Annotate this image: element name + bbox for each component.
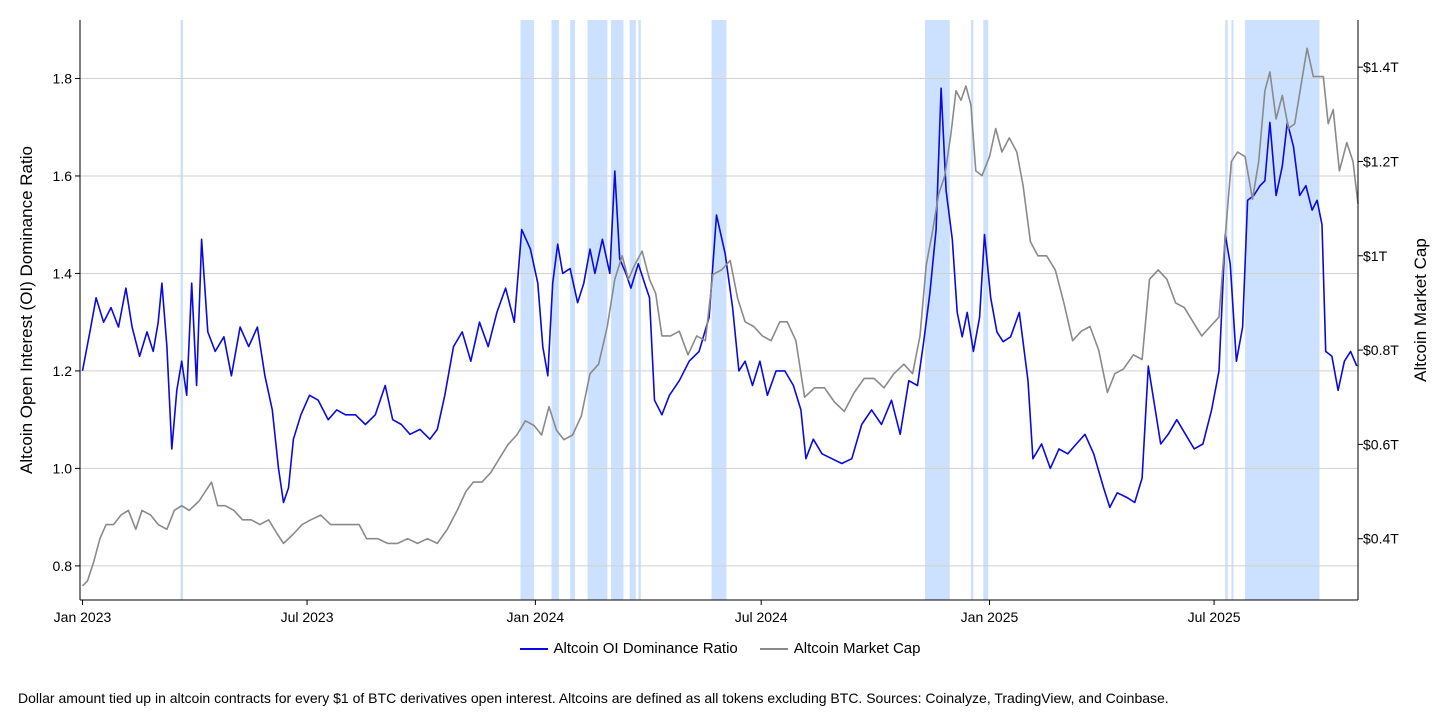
highlight-band: [520, 20, 535, 600]
x-tick-label: Jan 2024: [507, 609, 565, 625]
legend-label-oi-ratio: Altcoin OI Dominance Ratio: [553, 640, 738, 657]
highlight-band: [1225, 20, 1228, 600]
legend: Altcoin OI Dominance Ratio Altcoin Marke…: [0, 640, 1440, 657]
legend-swatch-oi-ratio: [519, 647, 548, 650]
right-tick-label: $1T: [1363, 248, 1388, 264]
left-tick-label: 0.8: [53, 558, 73, 574]
legend-item-oi-ratio[interactable]: Altcoin OI Dominance Ratio: [519, 640, 738, 657]
highlight-band: [551, 20, 559, 600]
left-tick-label: 1.2: [53, 363, 73, 379]
highlight-band: [1245, 20, 1320, 600]
highlight-band: [180, 20, 183, 600]
left-tick-label: 1.6: [53, 168, 73, 184]
axes: [75, 20, 1363, 605]
left-tick-label: 1.4: [53, 265, 73, 281]
highlight-band: [711, 20, 727, 600]
highlight-band: [570, 20, 576, 600]
legend-swatch-market-cap: [759, 647, 788, 650]
legend-item-market-cap[interactable]: Altcoin Market Cap: [759, 640, 921, 657]
right-tick-label: $0.4T: [1363, 531, 1399, 547]
right-tick-label: $0.6T: [1363, 436, 1399, 452]
left-tick-label: 1.8: [53, 70, 73, 86]
highlight-band: [970, 20, 974, 600]
left-tick-label: 1.0: [53, 460, 73, 476]
market-cap-line: [81, 47, 1359, 587]
series-lines: [81, 47, 1359, 587]
chart: 0.8 1.0 1.2 1.4 1.6 1.8 $0.4T $0.6T $0.8T $1T $1.2…: [17, 20, 1430, 625]
highlight-band: [629, 20, 636, 600]
highlight-band: [983, 20, 989, 600]
right-axis-title: Altcoin Market Cap: [1411, 238, 1430, 382]
chart-caption: Dollar amount tied up in altcoin contrac…: [18, 690, 1169, 706]
highlight-band: [638, 20, 641, 600]
oi-ratio-line: [81, 87, 1358, 509]
highlight-band: [587, 20, 608, 600]
right-tick-label: $0.8T: [1363, 342, 1399, 358]
left-axis-title: Altcoin Open Interest (OI) Dominance Rat…: [17, 146, 36, 474]
highlight-band: [611, 20, 624, 600]
x-tick-label: Jan 2025: [961, 609, 1019, 625]
highlight-band: [924, 20, 950, 600]
tick-labels: 0.8 1.0 1.2 1.4 1.6 1.8 $0.4T $0.6T $0.8T $1T $1.2…: [53, 59, 1400, 625]
right-tick-label: $1.4T: [1363, 59, 1399, 75]
x-tick-label: Jul 2024: [735, 609, 788, 625]
x-tick-label: Jul 2025: [1188, 609, 1241, 625]
grid-lines: [80, 77, 1358, 567]
x-tick-label: Jan 2023: [54, 609, 112, 625]
right-tick-label: $1.2T: [1363, 153, 1399, 169]
legend-label-market-cap: Altcoin Market Cap: [793, 640, 921, 657]
x-tick-label: Jul 2023: [281, 609, 334, 625]
highlight-bands: [180, 20, 1320, 600]
